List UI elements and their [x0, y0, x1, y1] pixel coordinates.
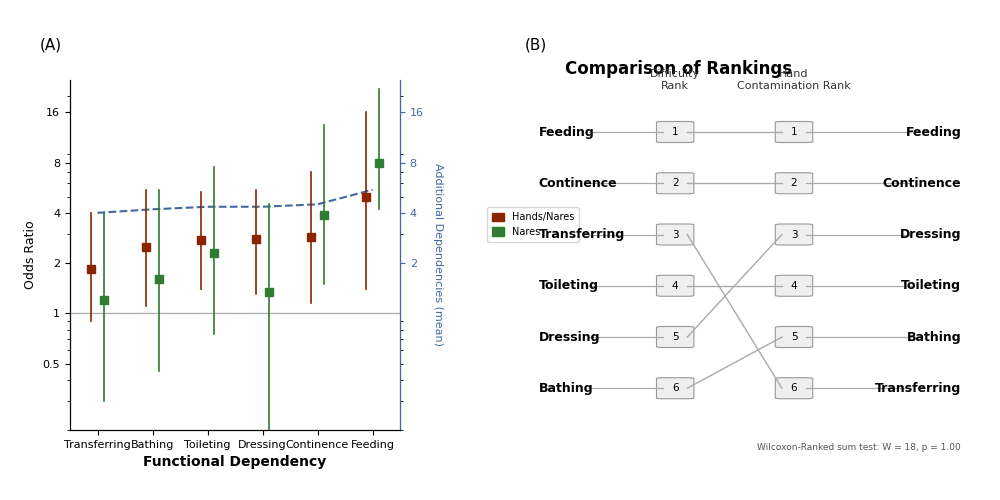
- FancyBboxPatch shape: [775, 326, 813, 347]
- Text: 3: 3: [791, 230, 797, 239]
- Text: Feeding: Feeding: [905, 126, 961, 138]
- Text: Continence: Continence: [539, 177, 617, 190]
- Text: Bathing: Bathing: [907, 330, 961, 344]
- FancyBboxPatch shape: [775, 172, 813, 194]
- FancyBboxPatch shape: [656, 326, 694, 347]
- Text: 4: 4: [672, 281, 679, 291]
- FancyBboxPatch shape: [656, 275, 694, 296]
- Text: 3: 3: [672, 230, 679, 239]
- Text: 2: 2: [672, 178, 679, 188]
- FancyBboxPatch shape: [656, 378, 694, 399]
- Text: Bathing: Bathing: [539, 382, 593, 395]
- Text: 4: 4: [791, 281, 797, 291]
- FancyBboxPatch shape: [775, 224, 813, 245]
- Text: Dressing: Dressing: [900, 228, 961, 241]
- Text: 5: 5: [791, 332, 797, 342]
- Text: 6: 6: [672, 383, 679, 393]
- Text: Wilcoxon-Ranked sum test: W = 18, p = 1.00: Wilcoxon-Ranked sum test: W = 18, p = 1.…: [757, 444, 961, 452]
- Text: Transferring: Transferring: [875, 382, 961, 395]
- Text: 6: 6: [791, 383, 797, 393]
- FancyBboxPatch shape: [656, 172, 694, 194]
- FancyBboxPatch shape: [775, 122, 813, 142]
- Text: Toileting: Toileting: [539, 279, 599, 292]
- Text: Comparison of Rankings: Comparison of Rankings: [565, 60, 792, 78]
- Text: Continence: Continence: [883, 177, 961, 190]
- FancyBboxPatch shape: [775, 378, 813, 399]
- Text: 1: 1: [791, 127, 797, 137]
- Text: Hand
Contamination Rank: Hand Contamination Rank: [737, 70, 851, 91]
- FancyBboxPatch shape: [656, 122, 694, 142]
- Text: (B): (B): [525, 38, 547, 53]
- Text: Difficulty
Rank: Difficulty Rank: [650, 70, 700, 91]
- Text: Feeding: Feeding: [539, 126, 595, 138]
- Text: (A): (A): [40, 38, 62, 53]
- Y-axis label: Additional Dependencies (mean): Additional Dependencies (mean): [433, 164, 443, 346]
- Text: 5: 5: [672, 332, 679, 342]
- Legend: Hands/Nares, Nares: Hands/Nares, Nares: [487, 208, 579, 242]
- X-axis label: Functional Dependency: Functional Dependency: [143, 456, 327, 469]
- Y-axis label: Odds Ratio: Odds Ratio: [24, 220, 37, 290]
- Text: Transferring: Transferring: [539, 228, 625, 241]
- FancyBboxPatch shape: [656, 224, 694, 245]
- Text: Dressing: Dressing: [539, 330, 600, 344]
- Text: Toileting: Toileting: [901, 279, 961, 292]
- FancyBboxPatch shape: [775, 275, 813, 296]
- Text: 1: 1: [672, 127, 679, 137]
- Text: 2: 2: [791, 178, 797, 188]
